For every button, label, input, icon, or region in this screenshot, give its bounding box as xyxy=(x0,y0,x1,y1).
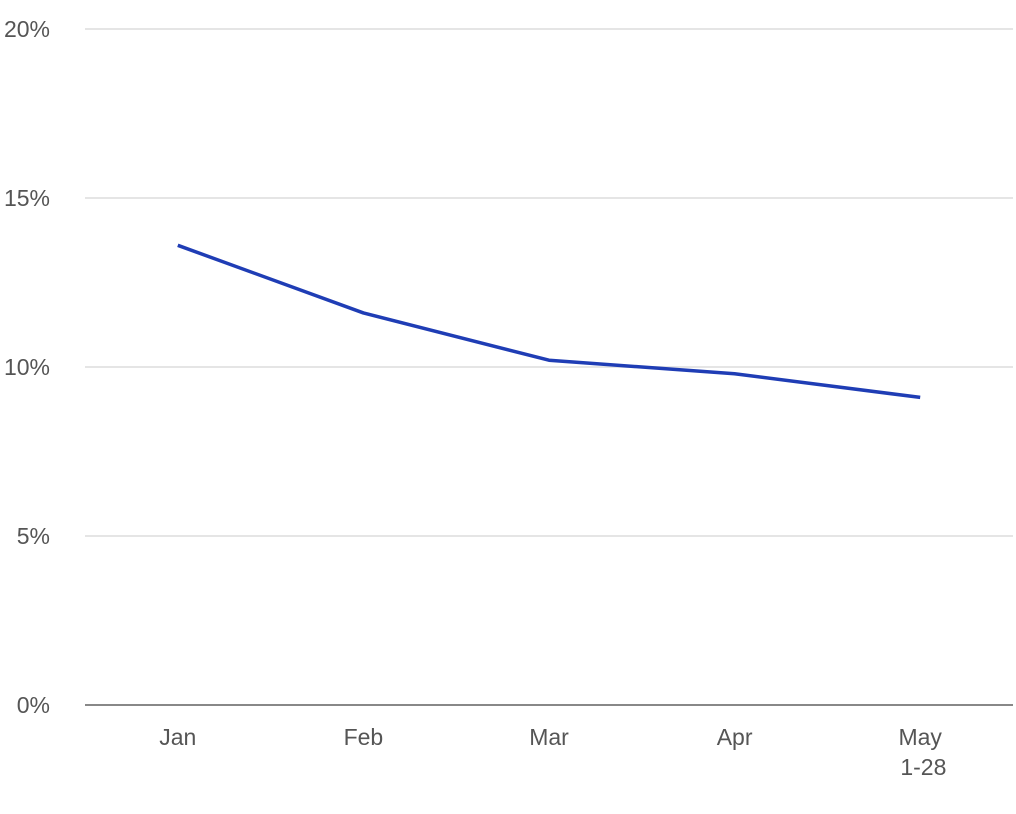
line xyxy=(177,243,921,400)
y-tick-label: 0% xyxy=(17,692,50,718)
x-tick-label: Apr xyxy=(717,724,753,750)
y-tick-label: 5% xyxy=(17,523,50,549)
y-tick-label: 20% xyxy=(4,16,50,42)
x-tick-label: Jan xyxy=(159,724,196,750)
x-tick-label: May 1-28 xyxy=(894,724,946,780)
x-tick-label: Mar xyxy=(529,724,569,750)
y-tick-label: 15% xyxy=(4,185,50,211)
x-tick-label: Feb xyxy=(344,724,384,750)
y-tick-label: 10% xyxy=(4,354,50,380)
